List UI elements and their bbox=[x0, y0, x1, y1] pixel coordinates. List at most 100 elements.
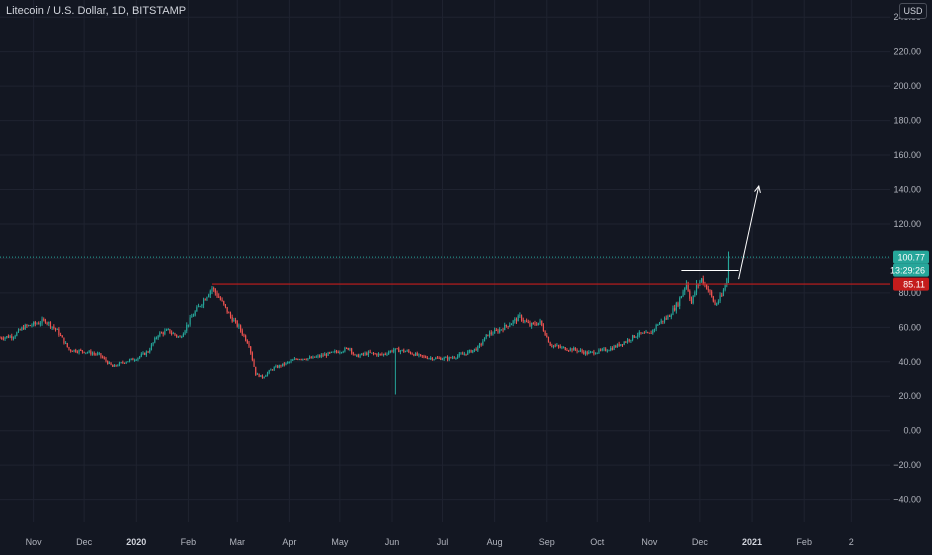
candle-body bbox=[374, 353, 376, 355]
candle-body bbox=[475, 348, 477, 351]
candle-body bbox=[470, 350, 472, 353]
candle-body bbox=[49, 322, 52, 328]
candle-body bbox=[494, 330, 496, 334]
candle-body bbox=[68, 347, 70, 350]
candle-body bbox=[709, 289, 711, 292]
candle-body bbox=[692, 295, 694, 304]
candle-body bbox=[367, 351, 370, 355]
candle-body bbox=[411, 353, 413, 355]
price-tick-label: 60.00 bbox=[898, 322, 921, 332]
candle-body bbox=[514, 318, 516, 321]
time-tick-label: Mar bbox=[229, 537, 245, 547]
candle-body bbox=[448, 357, 450, 360]
candle-body bbox=[78, 350, 80, 353]
candle-body bbox=[144, 352, 146, 355]
candle-body bbox=[14, 335, 16, 338]
candle-body bbox=[177, 336, 179, 338]
symbol-title[interactable]: Litecoin / U.S. Dollar, 1D, BITSTAMP bbox=[6, 5, 187, 17]
candle-body bbox=[287, 362, 289, 364]
candle-body bbox=[239, 325, 242, 331]
candle-body bbox=[652, 329, 654, 334]
candle-body bbox=[404, 351, 407, 353]
candle-body bbox=[645, 332, 647, 334]
candle-body bbox=[505, 324, 507, 327]
candle-body bbox=[625, 341, 627, 343]
candle-body bbox=[256, 373, 258, 375]
candle-body bbox=[202, 299, 205, 305]
candle-body bbox=[233, 320, 235, 322]
candle-body bbox=[620, 344, 622, 346]
candle-body bbox=[71, 350, 73, 352]
candle-body bbox=[603, 348, 605, 350]
candle-body bbox=[118, 362, 121, 366]
candle-body bbox=[406, 350, 408, 352]
candle-body bbox=[482, 341, 484, 345]
candle-body bbox=[500, 329, 502, 331]
candle-body bbox=[662, 320, 664, 322]
candle-body bbox=[165, 329, 168, 331]
candle-body bbox=[58, 328, 60, 335]
candle-body bbox=[613, 346, 615, 350]
candle-body bbox=[403, 349, 405, 352]
candle-body bbox=[547, 336, 550, 343]
candle-body bbox=[283, 363, 285, 365]
candle-body bbox=[90, 351, 92, 355]
candle-body bbox=[91, 353, 94, 355]
candle-body bbox=[492, 333, 494, 335]
candle-body bbox=[372, 352, 375, 354]
candle-body bbox=[125, 362, 127, 364]
candle-body bbox=[574, 347, 576, 350]
candle-body bbox=[347, 348, 349, 350]
projection-arrow-line[interactable] bbox=[738, 185, 760, 280]
time-tick-label: 2020 bbox=[126, 537, 146, 547]
candle-body bbox=[618, 343, 620, 346]
candle-body bbox=[667, 315, 669, 319]
candle-body bbox=[268, 370, 270, 373]
price-axis-badges: 100.77 13:29:26 85.11 bbox=[890, 250, 929, 291]
candle-body bbox=[182, 333, 184, 337]
candle-body bbox=[727, 257, 730, 279]
countdown-badge-bg bbox=[893, 263, 929, 277]
candle-body bbox=[455, 357, 457, 359]
candle-body bbox=[712, 296, 714, 302]
candle-body bbox=[581, 350, 583, 352]
candle-body bbox=[297, 359, 299, 361]
candle-body bbox=[28, 325, 30, 327]
candle-body bbox=[310, 357, 312, 359]
currency-label[interactable]: USD bbox=[899, 3, 927, 19]
candle-body bbox=[63, 337, 65, 344]
candle-body bbox=[487, 334, 489, 336]
candle-body bbox=[250, 346, 252, 353]
candle-body bbox=[31, 325, 33, 327]
candle-body bbox=[110, 362, 112, 365]
candle-body bbox=[199, 306, 201, 308]
candle-body bbox=[248, 343, 250, 347]
candle-body bbox=[389, 350, 391, 353]
candle-body bbox=[564, 347, 566, 350]
candle-body bbox=[384, 353, 386, 355]
resistance-price-badge: 85.11 bbox=[903, 280, 925, 290]
candle-body bbox=[699, 281, 701, 285]
candle-body bbox=[416, 353, 418, 356]
candle-body bbox=[174, 333, 176, 335]
candle-body bbox=[73, 349, 75, 352]
candle-body bbox=[579, 350, 582, 352]
candle-body bbox=[685, 283, 688, 289]
candle-body bbox=[278, 365, 280, 368]
candle-body bbox=[670, 314, 672, 317]
candle-body bbox=[391, 350, 393, 352]
candle-body bbox=[187, 324, 190, 326]
candle-body bbox=[702, 278, 704, 284]
candle-body bbox=[598, 349, 600, 353]
candle-body bbox=[539, 320, 541, 323]
candle-body bbox=[428, 358, 430, 360]
candle-body bbox=[100, 353, 102, 357]
candle-body bbox=[677, 303, 679, 307]
candle-body bbox=[610, 348, 612, 351]
candle-body bbox=[179, 336, 181, 338]
candle-body bbox=[549, 342, 551, 346]
candle-body bbox=[623, 341, 625, 345]
candle-body bbox=[719, 295, 721, 302]
